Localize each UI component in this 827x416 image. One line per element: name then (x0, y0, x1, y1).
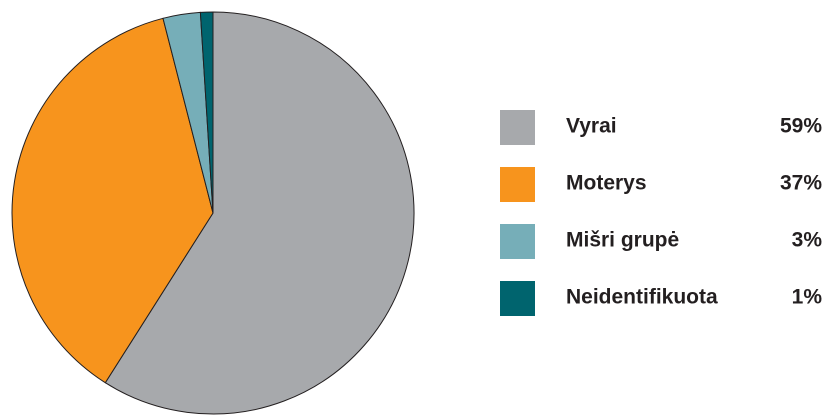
legend-swatch (500, 281, 535, 316)
legend-value: 3% (792, 229, 823, 252)
legend-label: Neidentifikuota (566, 286, 718, 309)
pie-slice (11, 17, 214, 384)
legend-label: Vyrai (566, 115, 617, 138)
legend-value: 59% (780, 115, 822, 138)
pie-slice (104, 11, 415, 415)
legend-swatch (500, 110, 535, 145)
pie-slice (199, 11, 214, 214)
legend-value: 37% (780, 172, 822, 195)
legend-swatch (500, 167, 535, 202)
legend-label: Moterys (566, 172, 647, 195)
legend-swatch (500, 224, 535, 259)
legend-label: Mišri grupė (566, 229, 679, 252)
legend-value: 1% (792, 286, 823, 309)
